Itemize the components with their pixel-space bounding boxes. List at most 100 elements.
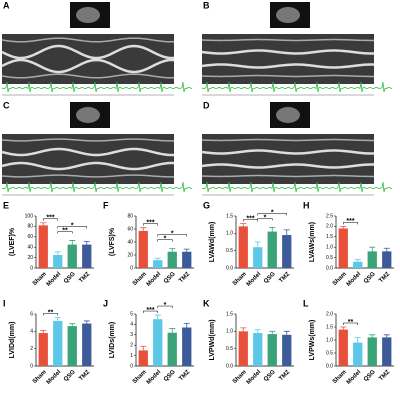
bar [53,255,63,268]
y-tick-label: 1.5 [226,311,233,317]
error-bar [340,326,347,330]
echo-wall [201,149,375,155]
y-tick-label: 6 [30,311,33,317]
echo-wall [201,38,375,42]
echo-wall [1,73,175,79]
x-tick-label: Sham [332,369,348,385]
echo-wall [201,163,375,169]
y-axis-label: LVAWd(mm) [209,222,216,263]
y-tick-label: 100 [25,213,34,219]
y-tick-label: 0.0 [226,265,233,271]
significance-label: * [171,230,174,237]
error-bar [83,241,90,245]
y-tick-label: 0.5 [226,248,233,254]
x-tick-label: Sham [332,271,348,287]
bar [167,332,177,366]
bar [382,251,392,268]
x-tick-label: QSG [63,369,77,383]
y-tick-label: 2.0 [326,224,333,230]
x-tick-label: Sham [32,369,48,385]
y-tick-label: 1.0 [226,329,233,335]
x-tick-label: Model [146,271,163,288]
echo-wall [201,138,375,142]
echo-wall [1,37,175,43]
significance-label: *** [146,220,154,227]
significance-bracket [157,239,173,242]
y-tick-label: 1.0 [326,245,333,251]
y-axis-label: LVIDs(mm) [109,322,116,358]
error-bar [183,322,190,328]
y-tick-label: 0 [130,265,133,271]
echo-wall [1,147,175,157]
bar [82,323,92,366]
x-tick-label: Model [246,369,263,386]
significance-label: * [71,222,74,229]
y-tick-label: 0 [130,363,133,369]
y-axis-label: LVPWd(mm) [209,319,216,360]
panel-label: E [3,200,9,210]
significance-label: *** [46,215,54,222]
x-tick-label: Model [46,369,63,386]
y-tick-label: 0.0 [326,363,333,369]
y-tick-label: 0.0 [326,265,333,271]
y-tick-label: 0.5 [326,350,333,356]
error-bar [54,251,61,255]
ecg-trace [1,81,193,93]
x-tick-label: Model [146,369,163,386]
bar [67,244,77,268]
panel-label: F [103,200,109,210]
y-tick-label: 40 [27,245,33,251]
y-tick-label: 1.0 [326,337,333,343]
error-bar [240,223,247,227]
y-tick-label: 1 [130,353,133,359]
panel-label: G [203,200,210,210]
significance-bracket [157,234,187,237]
bar [38,225,48,268]
ecg-trace [201,181,393,193]
x-tick-label: TMZ [78,271,91,284]
error-bar [354,337,361,343]
y-tick-label: 0.5 [226,346,233,352]
x-tick-label: Model [246,271,263,288]
y-axis-label: (LVFS)% [109,227,116,256]
significance-label: *** [146,307,154,314]
x-tick-label: QSG [163,369,177,383]
significance-label: ** [348,319,354,326]
bar [167,251,177,268]
panel-label: H [303,200,310,210]
bar [138,350,148,366]
error-bar [54,317,61,321]
bar [338,329,348,366]
echo-thumbnail-view [76,7,100,23]
error-bar [383,334,390,338]
bar [267,231,277,268]
x-tick-label: QSG [63,271,77,285]
y-tick-label: 20 [27,255,33,261]
significance-bracket [57,231,73,234]
error-bar [283,229,290,236]
y-tick-label: 1.5 [226,213,233,219]
echo-wall [201,63,375,69]
y-tick-label: 80 [27,224,33,230]
panel-label: L [303,298,309,308]
error-bar [69,323,76,327]
echo-wall [1,58,175,74]
error-bar [154,314,161,320]
error-bar [169,328,176,333]
error-bar [269,330,276,335]
panel-label: J [103,298,108,308]
bar [282,235,292,268]
y-tick-label: 0 [30,265,33,271]
x-tick-label: TMZ [278,369,291,382]
x-tick-label: Sham [132,369,148,385]
panel-label: D [203,100,210,110]
significance-label: ** [62,227,68,234]
echo-wall [1,174,175,178]
bar [67,326,77,366]
significance-label: * [164,302,167,309]
x-tick-label: TMZ [378,369,391,382]
echo-wall [201,174,375,178]
error-bar [140,345,147,351]
error-bar [140,227,147,231]
y-tick-label: 4 [130,322,133,328]
